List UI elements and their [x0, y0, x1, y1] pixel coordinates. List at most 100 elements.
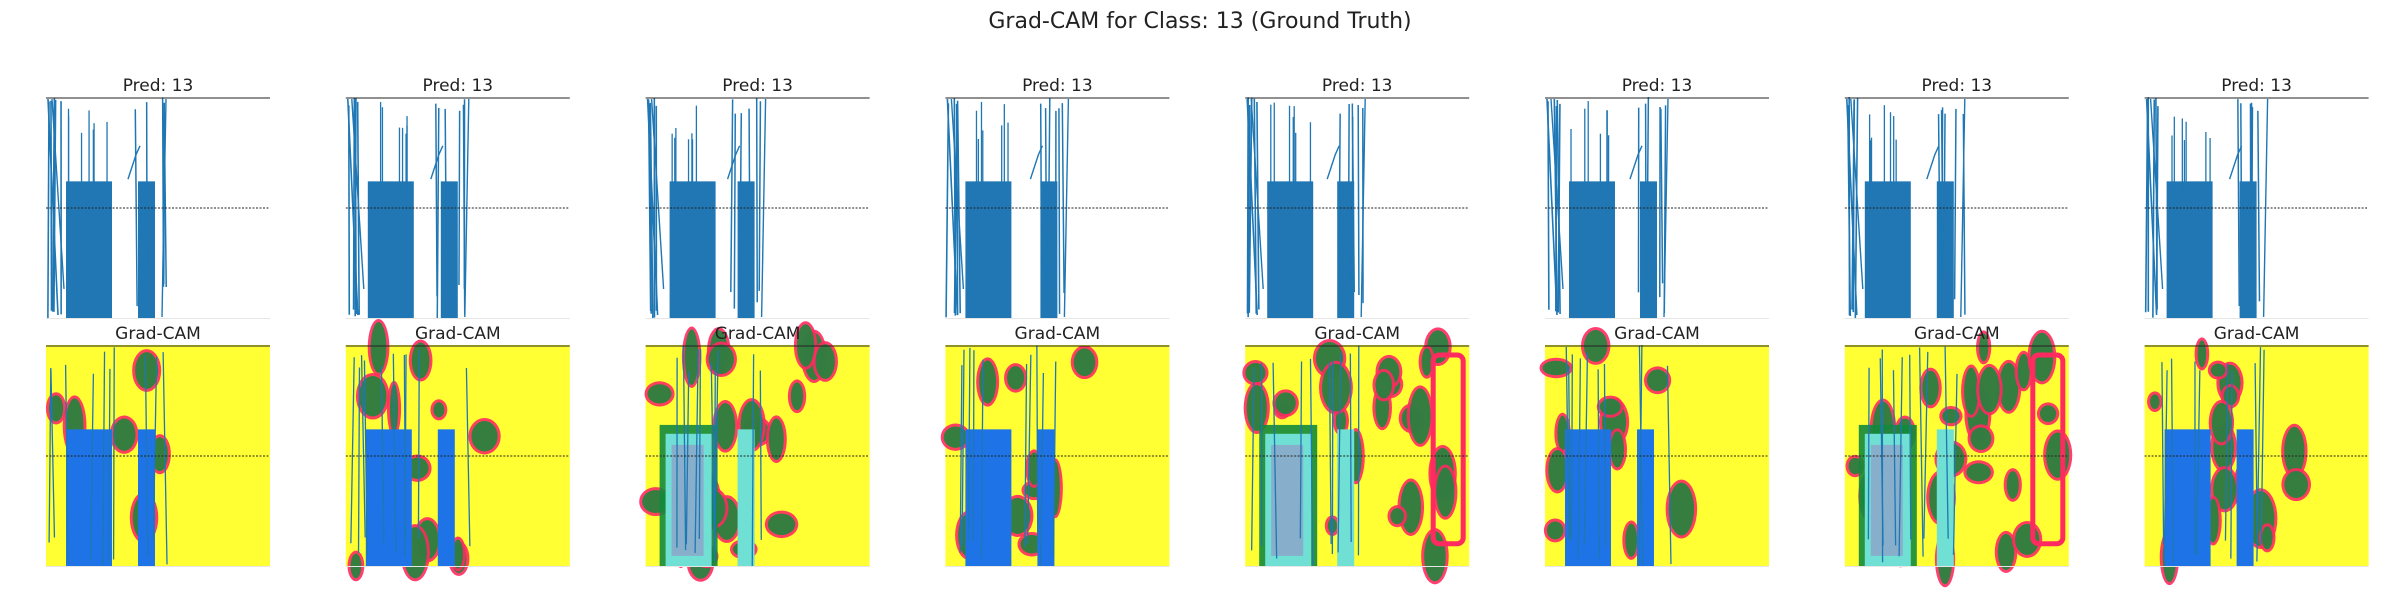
cam-hotspot-core: [1966, 463, 1991, 482]
cam-signal-line: [959, 365, 963, 553]
signal-stroke: [646, 98, 659, 316]
cam-hotspot-core: [1390, 508, 1404, 525]
prediction-panel: Pred: 13: [945, 76, 1170, 319]
cam-hotspot-core: [2039, 405, 2057, 423]
gradcam-panel: Grad-CAM: [1242, 324, 1470, 585]
cam-signal-line: [2224, 363, 2229, 541]
cam-hotspot-core: [151, 437, 168, 472]
prediction-panel: Pred: 13: [2144, 76, 2369, 319]
signal-spike: [1039, 103, 1043, 281]
signal-connector: [1926, 145, 1940, 180]
cam-signal-line: [1918, 347, 1924, 557]
cam-hotspot-core: [433, 402, 445, 418]
cam-hotspot-core: [2197, 340, 2207, 368]
cam-hotspot-core: [1007, 366, 1025, 390]
cam-block: [365, 429, 412, 567]
cam-block-core: [1870, 444, 1903, 556]
cam-signal-line: [2260, 349, 2265, 545]
cam-block: [1037, 429, 1055, 567]
signal-spike: [1937, 114, 1941, 281]
signal-spike: [1940, 110, 1944, 293]
signal-spike: [758, 101, 762, 291]
cam-hotspot-core: [1964, 367, 1979, 415]
signal-spike: [649, 102, 654, 319]
panel-title-pred: Pred: 13: [2221, 76, 2292, 96]
cam-hotspot-core: [358, 375, 387, 417]
cam-signal-line: [1299, 361, 1303, 539]
signal-spike: [1851, 99, 1856, 310]
cam-signal-line: [360, 355, 366, 538]
cam-signal-line: [392, 353, 397, 553]
cam-signal-line: [89, 373, 95, 561]
cam-signal-line: [1349, 353, 1352, 543]
gradcam-panel: Grad-CAM: [639, 321, 870, 582]
cam-signal-line: [2230, 371, 2233, 559]
signal-block: [2166, 181, 2213, 319]
figure-suptitle: Grad-CAM for Class: 13 (Ground Truth): [988, 9, 1411, 34]
signal-connector: [1629, 145, 1643, 180]
cam-signal-line: [1024, 363, 1028, 548]
cam-hotspot-core: [1599, 398, 1621, 415]
cam-hotspot-core: [1073, 348, 1096, 377]
cam-signal-line: [972, 350, 975, 542]
cam-signal-line: [1892, 370, 1897, 546]
signal-spike: [1660, 108, 1664, 284]
prediction-panel: Pred: 13: [1545, 76, 1769, 319]
signal-block: [1569, 181, 1615, 319]
gradcam-panel: Grad-CAM: [1844, 324, 2073, 588]
signal-stroke: [2149, 98, 2164, 290]
signal-block: [1267, 181, 1314, 319]
cam-block: [1565, 429, 1611, 567]
cam-block: [66, 429, 112, 567]
cam-signal-line: [465, 368, 471, 547]
cam-signal-line: [162, 352, 168, 565]
prediction-panel: Pred: 13: [1844, 76, 2069, 319]
cam-hotspot-core: [1375, 371, 1393, 399]
cam-signal-line: [50, 369, 56, 538]
cam-block: [737, 429, 755, 567]
cam-signal-line: [357, 367, 361, 554]
signal-spike: [1556, 100, 1561, 314]
cam-hotspot-core: [2284, 471, 2309, 499]
cam-signal-line: [1952, 373, 1958, 555]
signal-spike: [161, 98, 167, 318]
signal-spike: [733, 113, 737, 309]
cam-hotspot-core: [767, 513, 796, 536]
signal-spike: [1360, 98, 1366, 318]
cam-signal-line: [1040, 373, 1045, 567]
cam-hotspot-core: [1546, 521, 1564, 540]
cam-hotspot-core: [2006, 471, 2019, 499]
cam-signal-line: [2254, 363, 2258, 543]
cam-signal-line: [751, 354, 755, 567]
cam-hotspot-core: [1979, 333, 1989, 362]
signal-stroke: [650, 98, 665, 290]
panel-grid: Pred: 13 Pred: 13 Pred: 13 Pred: 13 Pred: 13…: [45, 76, 2369, 588]
cam-hotspot-core: [684, 329, 699, 385]
cam-signal-line: [1052, 361, 1057, 556]
signal-connector: [1326, 145, 1340, 180]
signal-stroke: [946, 98, 959, 316]
signal-spike: [748, 108, 751, 285]
signal-stroke: [47, 98, 59, 316]
cam-hotspot-core: [411, 342, 430, 379]
cam-signal-line: [102, 351, 106, 566]
signal-spike: [1061, 103, 1065, 293]
cam-hotspot-core: [112, 418, 136, 451]
cam-signal-line: [112, 347, 115, 560]
signal-stroke: [1250, 98, 1264, 290]
cam-signal-line: [1337, 353, 1342, 553]
signal-spike: [2144, 99, 2149, 313]
cam-hotspot-core: [370, 321, 387, 373]
signal-spike: [1044, 108, 1048, 300]
panel-title-pred: Pred: 13: [1622, 76, 1693, 96]
cam-hotspot-core: [979, 360, 997, 404]
cam-signal-line: [2161, 362, 2165, 545]
signal-stroke: [1550, 98, 1564, 290]
panel-title-pred: Pred: 13: [1022, 76, 1093, 96]
cam-signal-line: [1309, 358, 1314, 566]
cam-hotspot-core: [1848, 457, 1862, 475]
signal-connector: [430, 145, 444, 180]
signal-block: [1337, 181, 1355, 319]
cam-signal-line: [1036, 345, 1039, 543]
signal-spike: [2257, 110, 2261, 302]
